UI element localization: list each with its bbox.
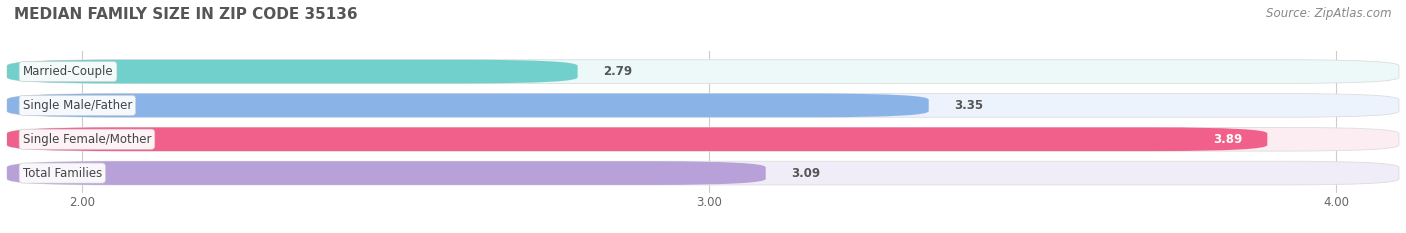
- Text: 2.79: 2.79: [603, 65, 631, 78]
- FancyBboxPatch shape: [7, 94, 1399, 117]
- FancyBboxPatch shape: [7, 60, 578, 83]
- Text: Single Female/Mother: Single Female/Mother: [22, 133, 152, 146]
- Text: Married-Couple: Married-Couple: [22, 65, 114, 78]
- FancyBboxPatch shape: [7, 94, 929, 117]
- Text: Single Male/Father: Single Male/Father: [22, 99, 132, 112]
- Text: 3.35: 3.35: [953, 99, 983, 112]
- Text: 3.89: 3.89: [1213, 133, 1243, 146]
- Text: Total Families: Total Families: [22, 167, 103, 180]
- Text: MEDIAN FAMILY SIZE IN ZIP CODE 35136: MEDIAN FAMILY SIZE IN ZIP CODE 35136: [14, 7, 357, 22]
- FancyBboxPatch shape: [7, 127, 1267, 151]
- Text: 3.09: 3.09: [790, 167, 820, 180]
- FancyBboxPatch shape: [7, 127, 1399, 151]
- Text: Source: ZipAtlas.com: Source: ZipAtlas.com: [1267, 7, 1392, 20]
- FancyBboxPatch shape: [7, 60, 1399, 83]
- FancyBboxPatch shape: [7, 161, 1399, 185]
- FancyBboxPatch shape: [7, 161, 766, 185]
